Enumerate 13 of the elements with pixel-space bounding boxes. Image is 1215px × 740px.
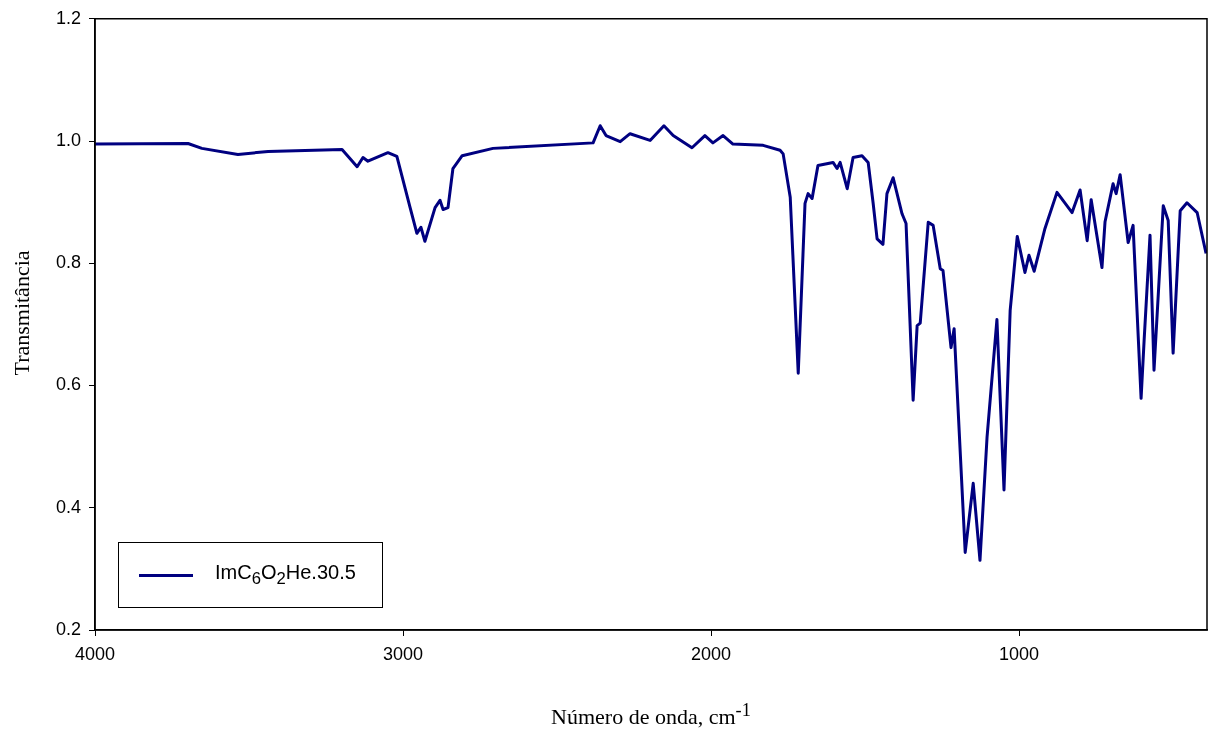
y-tick-label: 0.2 (55, 618, 81, 639)
x-tick-label: 2000 (691, 643, 732, 664)
x-axis-title: Número de onda, cm$^{-1}$ (550, 700, 752, 731)
x-tick-label: 1000 (999, 643, 1040, 664)
x-tick-label: 3000 (383, 643, 424, 664)
y-tick-label: 0.4 (55, 496, 81, 517)
legend-label: ImC$_{6}$O$_{2}$He.30.5 (215, 561, 356, 589)
y-tick-label: 1.2 (55, 7, 81, 28)
x-tick-label: 4000 (74, 643, 116, 664)
y-tick-label: 0.8 (55, 252, 81, 273)
y-axis-title: Transmitância (9, 249, 35, 378)
y-tick-label: 0.6 (55, 374, 81, 395)
y-tick-label: 1.0 (55, 130, 81, 151)
